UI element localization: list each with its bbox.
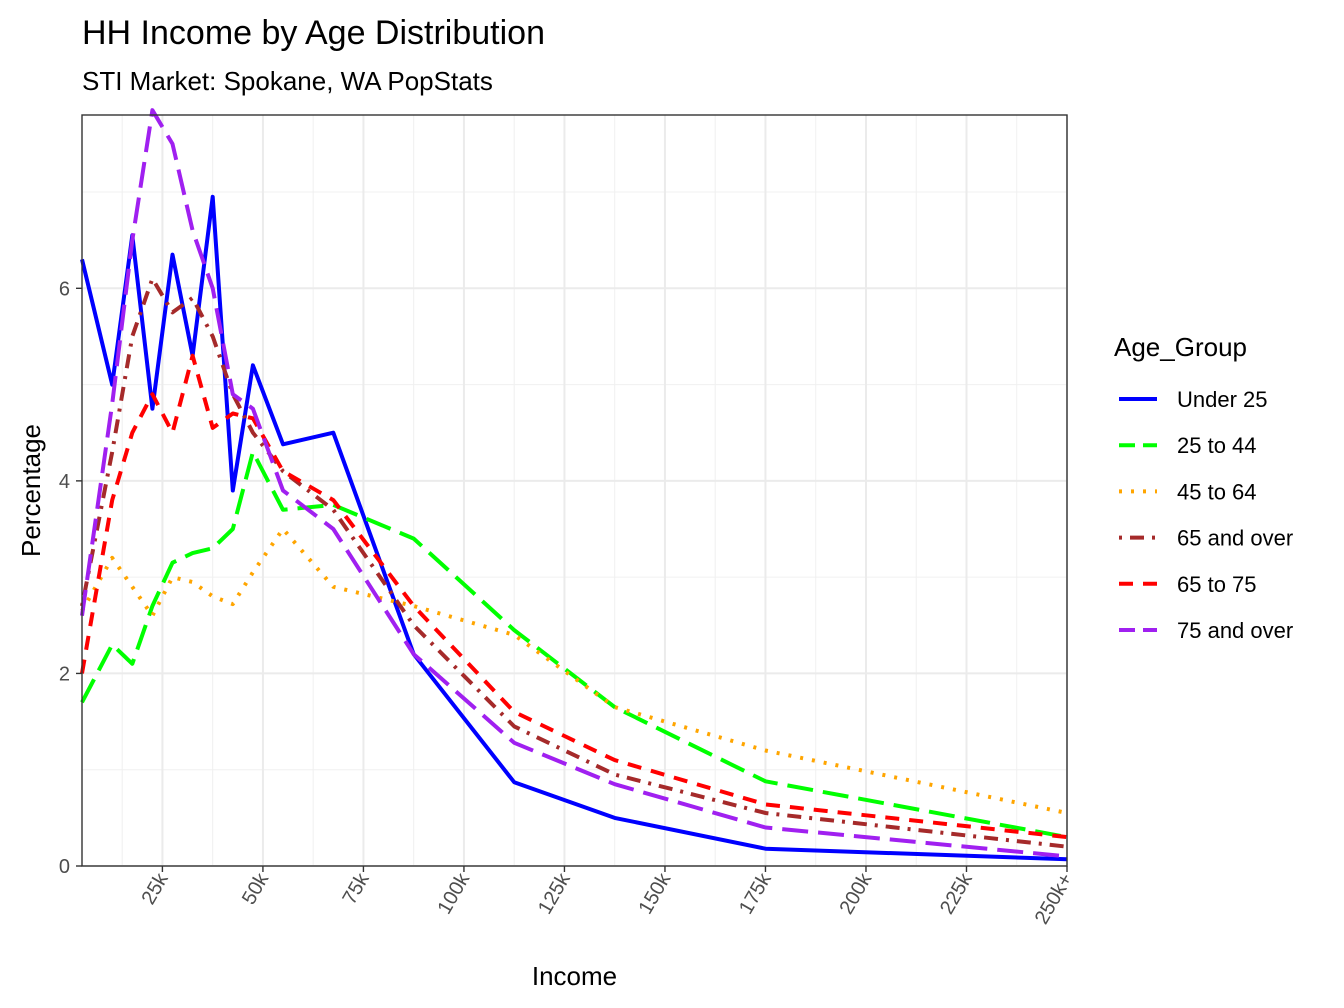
x-axis: 25k 50k 75k 100k 125k 150k 175k 200k 225k 250k+	[138, 866, 1078, 929]
series-line-65-to-75	[80, 353, 1068, 840]
chart-title: HH Income by Age Distribution	[82, 14, 545, 52]
plot-border	[81, 114, 1068, 867]
series-line-under-25	[80, 194, 1068, 862]
minor-gridlines	[82, 115, 1067, 866]
y-tick-label: 6	[59, 278, 70, 300]
legend-label: 45 to 64	[1177, 479, 1257, 504]
y-axis: 0 2 4 6	[59, 278, 82, 878]
x-tick-label: 175k	[735, 869, 776, 918]
legend-label: Under 25	[1177, 387, 1268, 412]
legend-label: 65 to 75	[1177, 572, 1257, 597]
legend-label: 75 and over	[1177, 618, 1293, 643]
series-line-25-to-44	[80, 450, 1068, 840]
x-tick-label: 250k+	[1031, 870, 1078, 929]
legend: Age_Group Under 25 25 to 44 45 to 64 65 and…	[1114, 332, 1293, 643]
series-lines	[80, 108, 1068, 862]
x-tick-label: 150k	[635, 869, 676, 918]
y-tick-label: 2	[59, 663, 70, 685]
chart-subtitle: STI Market: Spokane, WA PopStats	[82, 66, 493, 96]
x-tick-label: 100k	[434, 869, 475, 918]
legend-label: 65 and over	[1177, 526, 1293, 551]
x-tick-label: 25k	[138, 869, 174, 909]
series-line-75-and-over	[80, 108, 1068, 859]
x-tick-label: 200k	[836, 869, 877, 918]
x-tick-label: 125k	[534, 869, 575, 918]
x-tick-label: 50k	[238, 869, 274, 909]
y-tick-label: 4	[59, 471, 70, 493]
x-tick-label: 225k	[936, 869, 977, 918]
legend-label: 25 to 44	[1177, 433, 1257, 458]
x-tick-label: 75k	[339, 869, 375, 909]
y-tick-label: 0	[59, 856, 70, 878]
y-axis-title: Percentage	[16, 424, 46, 557]
plot-area	[80, 108, 1068, 867]
legend-title: Age_Group	[1114, 332, 1247, 362]
x-axis-title: Income	[532, 961, 617, 991]
